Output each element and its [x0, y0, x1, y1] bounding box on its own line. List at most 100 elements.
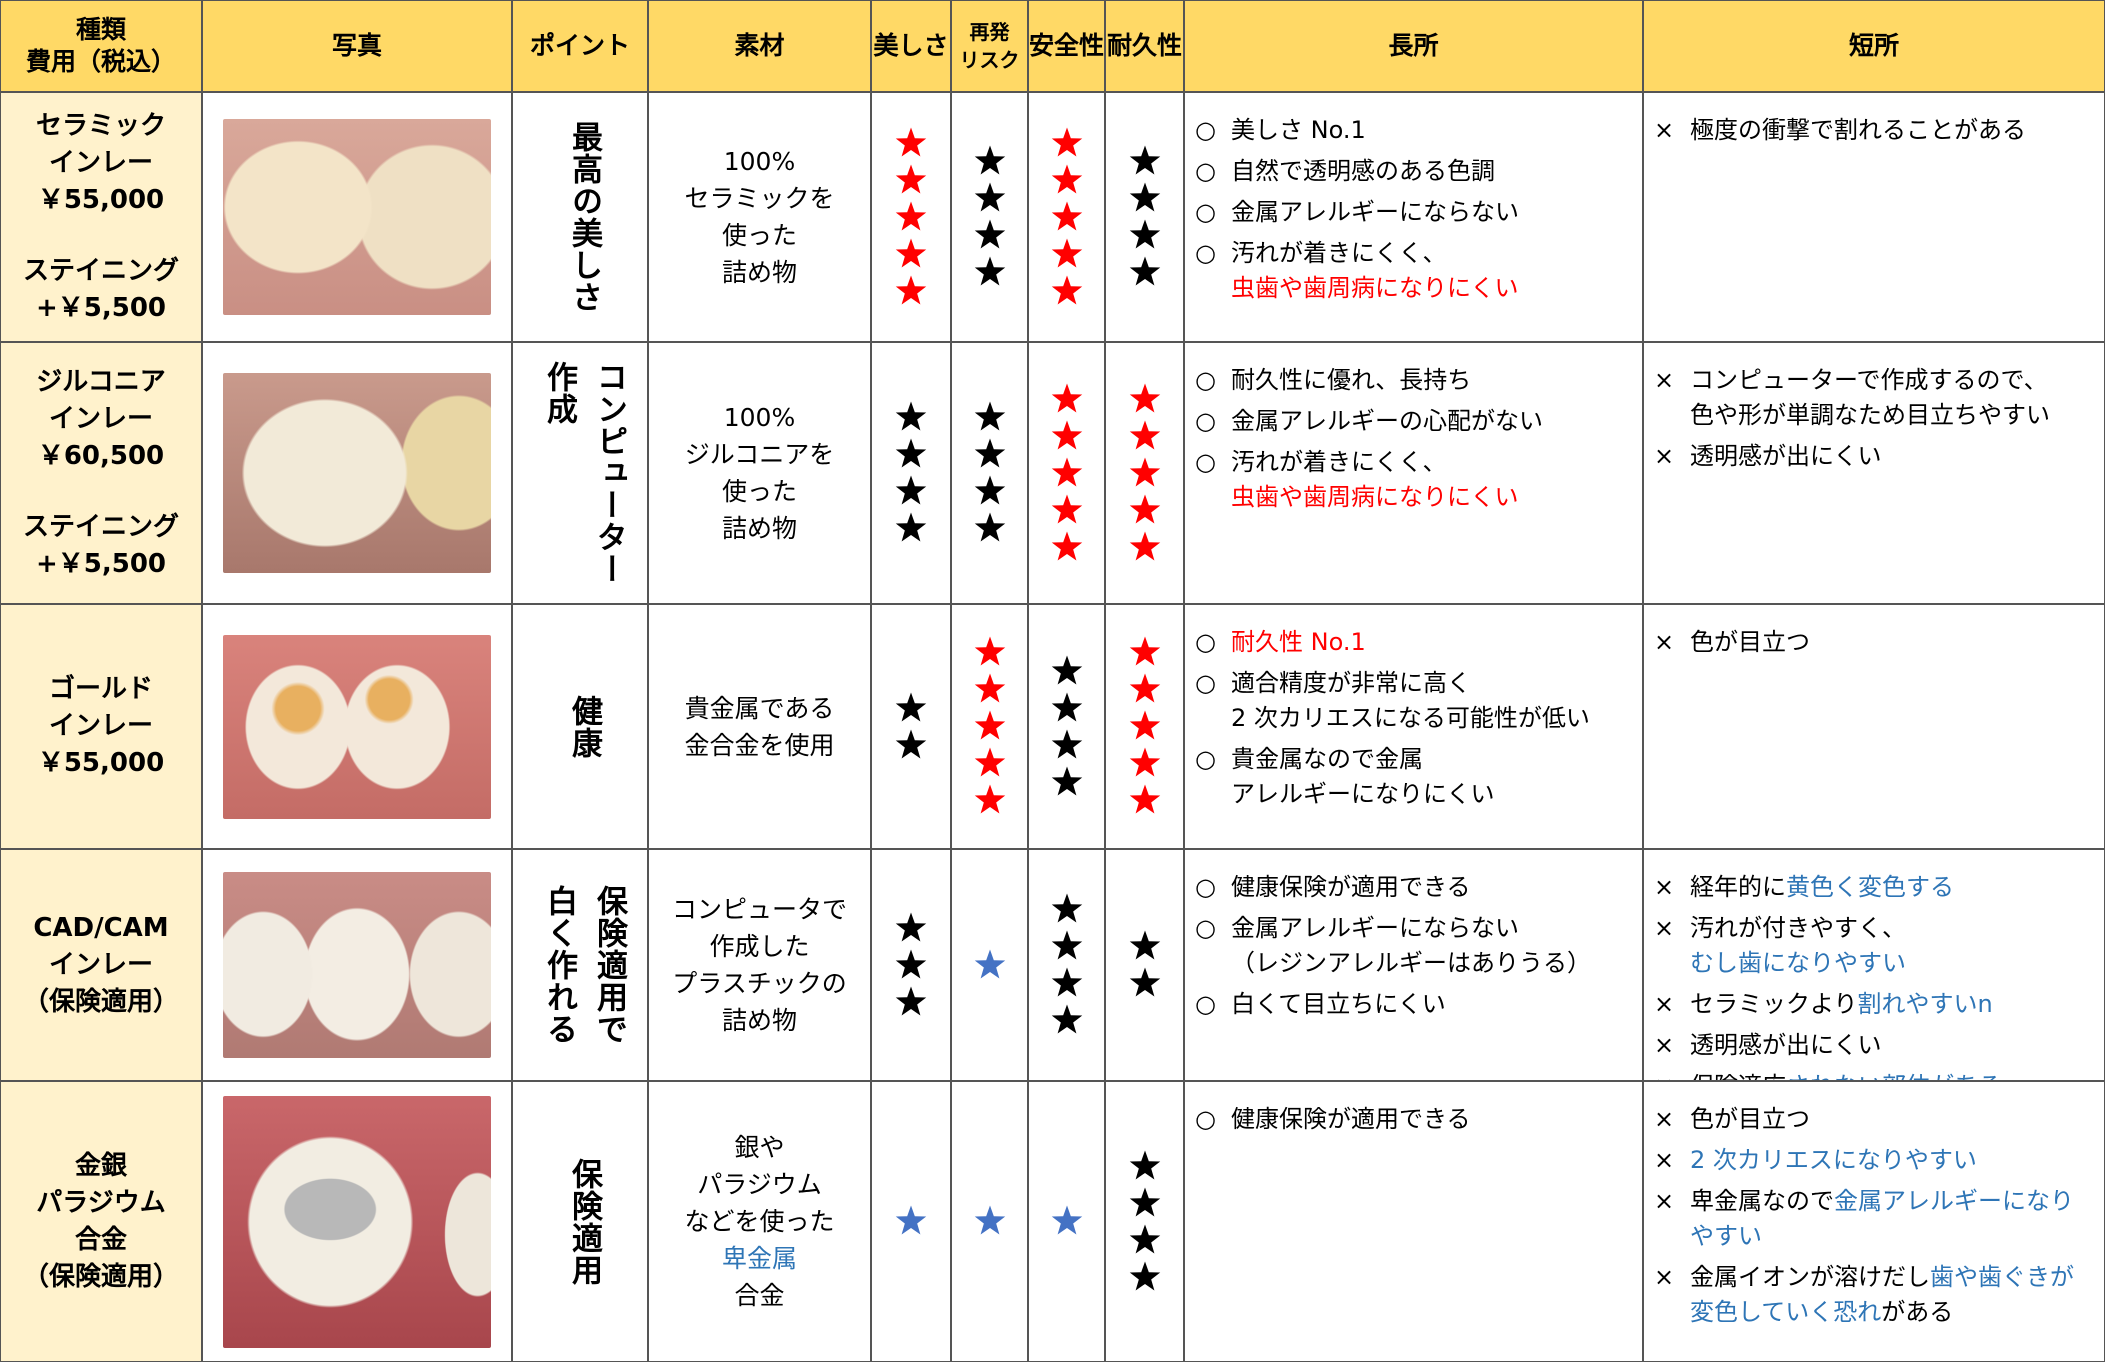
star: [895, 475, 927, 505]
text-segment: （レジンアレルギーはありうる）: [1231, 949, 1591, 977]
star: [895, 127, 927, 156]
item-text: 卑金属なので金属アレルギーになり やすい: [1690, 1184, 2074, 1254]
item-line: やすい: [1690, 1219, 2074, 1254]
rating-cell: [952, 93, 1027, 341]
star: [1129, 1224, 1160, 1253]
star: [1051, 127, 1082, 156]
photo: [223, 373, 491, 573]
rating-cell: [952, 343, 1027, 603]
bullet: ×: [1654, 1146, 1675, 1174]
text-segment: 汚れが着きにくく、: [1231, 448, 1447, 476]
text-segment: 色が目立つ: [1690, 1105, 1810, 1133]
star: [1129, 930, 1160, 960]
header-text: 安全性: [1029, 31, 1104, 60]
text-segment: 金属アレルギーにならない: [1231, 914, 1519, 942]
star: [895, 692, 927, 721]
item-text: 貴金属なので金属 アレルギーになりにくい: [1231, 742, 1495, 812]
cons-cell: × 経年的に黄色く変色する × 汚れが付きやすく、 むし歯になりやすい × セラミックより割…: [1644, 850, 2104, 1080]
item-text: 透明感が出にくい: [1690, 1028, 1882, 1063]
star: [974, 784, 1005, 814]
material-line: パラジウム: [697, 1166, 822, 1203]
star: [1051, 692, 1082, 721]
star: [1129, 1150, 1160, 1179]
bullet: ○: [1195, 1105, 1216, 1133]
text-segment: 虫歯や歯周病になりにくい: [1231, 483, 1519, 511]
point-column: 作成: [541, 361, 577, 425]
material-line: プラスチックの: [672, 965, 847, 1002]
text-segment: がある: [1881, 1298, 1954, 1326]
type-block: 金銀 パラジウム 合金 （保険適用）: [23, 1148, 179, 1296]
bullet: ×: [1654, 366, 1675, 394]
material-cell: 貴金属である 金合金を使用: [649, 605, 870, 848]
material-line: ジルコニアを: [685, 436, 835, 473]
bullet: ○: [1195, 914, 1216, 942]
list-item: × 透明感が出にくい: [1654, 439, 2096, 474]
star-rating: [1051, 893, 1082, 1034]
text-segment: 金属アレルギーにならない: [1231, 198, 1519, 226]
bullet: ○: [1195, 407, 1216, 435]
star: [895, 164, 927, 193]
text-segment: 使った: [721, 477, 797, 506]
star: [1129, 747, 1160, 777]
material-line: 銀や: [734, 1129, 784, 1166]
text-segment: 詰め物: [721, 258, 797, 287]
rating-cell: [872, 850, 950, 1080]
text-segment: されない部位がある: [1786, 1072, 2002, 1080]
item-text: 金属アレルギーの心配がない: [1231, 404, 1543, 439]
header-text: ポイント: [529, 31, 630, 60]
star: [1051, 729, 1082, 758]
star-rating: [1051, 655, 1082, 795]
bullet: ×: [1654, 628, 1675, 656]
text-segment: セラミックを: [684, 184, 835, 213]
rating-cell: [1029, 343, 1104, 603]
star: [974, 182, 1005, 212]
item-line: 健康保険が適用できる: [1231, 1102, 1471, 1137]
text-segment: セラミックより: [1690, 990, 1858, 1018]
header-text: 再発: [969, 20, 1010, 44]
header-cell: 再発 リスク: [952, 1, 1027, 91]
star: [895, 986, 927, 1015]
star: [974, 636, 1005, 666]
header-text: 長所: [1388, 31, 1439, 60]
item-line: 貴金属なので金属: [1231, 742, 1495, 777]
text-segment: 耐久性に優れ、長持ち: [1231, 366, 1472, 394]
rating-cell: [1106, 343, 1183, 603]
text-segment: 保険適応: [1690, 1072, 1786, 1080]
photo: [223, 119, 491, 315]
type-text: パラジウム: [36, 1187, 166, 1218]
item-line: 健康保険が適用できる: [1231, 870, 1471, 905]
type-text: ￥60,500: [37, 440, 165, 471]
list-item: ○ 汚れが着きにくく、 虫歯や歯周病になりにくい: [1195, 445, 1634, 515]
star: [1051, 766, 1082, 795]
material-line: 作成した: [709, 928, 809, 965]
list-item: × コンピューターで作成するので、 色や形が単調なため目立ちやすい: [1654, 363, 2096, 433]
cons-cell: × 極度の衝撃で割れることがある: [1644, 93, 2104, 341]
star: [1051, 494, 1082, 523]
star: [1051, 164, 1082, 193]
rating-cell: [1106, 1082, 1183, 1361]
bullet: ×: [1654, 873, 1675, 901]
text-segment: 汚れが付きやすく、: [1690, 914, 1906, 942]
header-cell: 美しさ: [872, 1, 950, 91]
star-rating: [1129, 383, 1160, 560]
item-text: 汚れが付きやすく、 むし歯になりやすい: [1690, 911, 1906, 981]
text-segment: 虫歯や歯周病になりにくい: [1231, 274, 1519, 302]
text-segment: コンピュータで: [671, 895, 847, 924]
type-text: +￥5,500: [35, 548, 166, 579]
rating-cell: [872, 93, 950, 341]
item-line: 色や形が単調なため目立ちやすい: [1690, 398, 2050, 433]
bullet: ×: [1654, 1031, 1675, 1059]
bullet: ×: [1654, 914, 1675, 942]
item-line: 変色していく恐れがある: [1690, 1295, 2074, 1330]
bullet: ○: [1195, 669, 1216, 697]
item-line: 汚れが付きやすく、: [1690, 911, 1906, 946]
star: [1051, 238, 1082, 267]
item-line: 適合精度が非常に高く: [1231, 666, 1590, 701]
header-cell: 素材: [649, 1, 870, 91]
star: [895, 438, 927, 468]
pros-cell: ○ 耐久性 No.1 ○ 適合精度が非常に高く 2 次カリエスになる可能性が低い ○ 貴金属…: [1185, 605, 1642, 848]
photo-cell: [203, 93, 511, 341]
rating-cell: [952, 1082, 1027, 1361]
star: [895, 729, 927, 758]
